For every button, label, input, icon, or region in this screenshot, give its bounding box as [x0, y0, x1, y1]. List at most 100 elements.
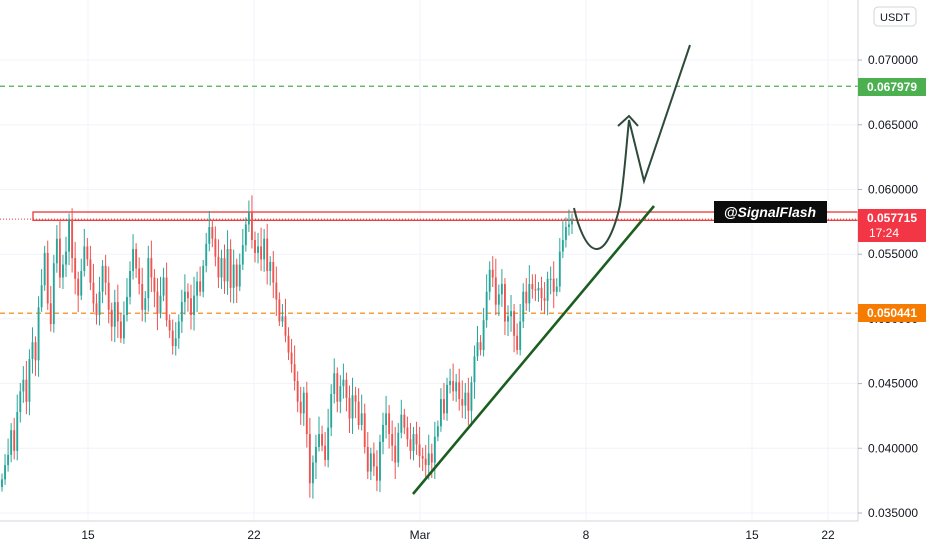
candle-body [190, 298, 192, 316]
candle-body [49, 303, 52, 325]
candle-body [238, 264, 241, 287]
candle-body [65, 251, 67, 265]
candle-body [193, 295, 195, 316]
candle-body [479, 342, 482, 350]
candle [168, 314, 171, 339]
candle-body [55, 238, 58, 264]
candle-body [391, 434, 394, 446]
candle-body [95, 303, 98, 316]
candle [476, 326, 479, 361]
candle [193, 276, 195, 331]
candlestick-series [1, 195, 573, 499]
y-tick-label: 0.070000 [868, 53, 918, 67]
candle-body [388, 413, 391, 435]
candle [293, 345, 296, 391]
projection-curve[interactable] [573, 44, 691, 250]
candle [190, 284, 192, 330]
candle-body [281, 316, 284, 322]
countdown-timer: 17:24 [869, 226, 899, 240]
candle [62, 254, 64, 289]
candle [305, 381, 308, 448]
candle-body [311, 462, 314, 484]
candle-body [443, 399, 445, 414]
candle-body [272, 261, 275, 283]
candle-body [171, 330, 174, 347]
candle [516, 323, 519, 355]
candle [507, 305, 509, 336]
watermark-text: @SignalFlash [724, 204, 816, 220]
candle-body [318, 434, 320, 448]
candle [470, 376, 473, 427]
candle-body [235, 264, 238, 287]
candle [68, 213, 71, 266]
candle [104, 254, 107, 296]
candle-body [546, 278, 549, 301]
candle-body [168, 320, 171, 331]
candle-body [427, 453, 430, 466]
candle [311, 455, 314, 499]
candle [126, 278, 128, 322]
trendline-support[interactable] [412, 205, 655, 495]
candle [491, 256, 494, 287]
candle [479, 335, 482, 356]
candle [77, 271, 80, 313]
candle [223, 244, 226, 294]
candle-body [464, 392, 467, 406]
candle-body [333, 373, 336, 394]
candle-body [113, 302, 116, 327]
candle-body [525, 291, 528, 304]
candle-body [122, 315, 125, 339]
candle [549, 266, 552, 295]
candle-body [150, 258, 153, 278]
candle [22, 366, 25, 403]
candle [333, 358, 336, 404]
candle-body [83, 246, 86, 272]
candle [497, 284, 500, 317]
candle [180, 289, 183, 333]
candle-body [244, 224, 247, 246]
candle-body [92, 282, 95, 304]
candle-body [74, 258, 77, 279]
candle [446, 377, 448, 421]
candle [555, 278, 558, 297]
candle [348, 385, 351, 434]
candle [156, 278, 159, 331]
candle [98, 276, 101, 326]
candle-body [357, 401, 360, 426]
candle-body [363, 413, 366, 448]
candle-body [516, 335, 519, 350]
currency-selector[interactable]: USDT [873, 6, 917, 27]
candle-body [439, 399, 442, 427]
candle [83, 228, 86, 277]
candle-body [330, 393, 333, 428]
candle [28, 349, 31, 416]
candle-body [507, 316, 509, 322]
candle-body [62, 264, 64, 278]
candle [116, 284, 119, 338]
candle-body [254, 239, 256, 253]
candle [235, 258, 238, 304]
candle [40, 269, 43, 312]
candle-body [156, 291, 159, 314]
candle [345, 372, 348, 412]
candle [257, 232, 259, 264]
candle [564, 217, 567, 248]
candle-body [19, 391, 22, 413]
candle [494, 258, 497, 316]
candle-body [436, 426, 439, 437]
candle-body [568, 224, 570, 228]
candle [540, 276, 543, 311]
candle [58, 219, 61, 288]
candle-body [406, 427, 409, 440]
candle-body [552, 278, 555, 292]
orange-level-value: 0.050441 [867, 306, 917, 320]
candle-body [494, 277, 497, 305]
candle [324, 432, 327, 467]
candle [171, 319, 174, 355]
candle [394, 426, 397, 480]
candle-body [104, 265, 107, 283]
candle [379, 434, 381, 493]
candle-body [174, 338, 177, 347]
